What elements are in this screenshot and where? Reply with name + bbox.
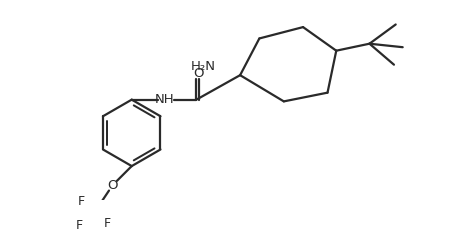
Text: F: F	[104, 217, 111, 229]
Text: NH: NH	[155, 93, 175, 106]
Text: F: F	[78, 195, 84, 207]
Text: F: F	[76, 219, 83, 229]
Text: O: O	[107, 179, 118, 192]
Text: H₂N: H₂N	[191, 60, 216, 73]
Text: O: O	[193, 67, 203, 80]
